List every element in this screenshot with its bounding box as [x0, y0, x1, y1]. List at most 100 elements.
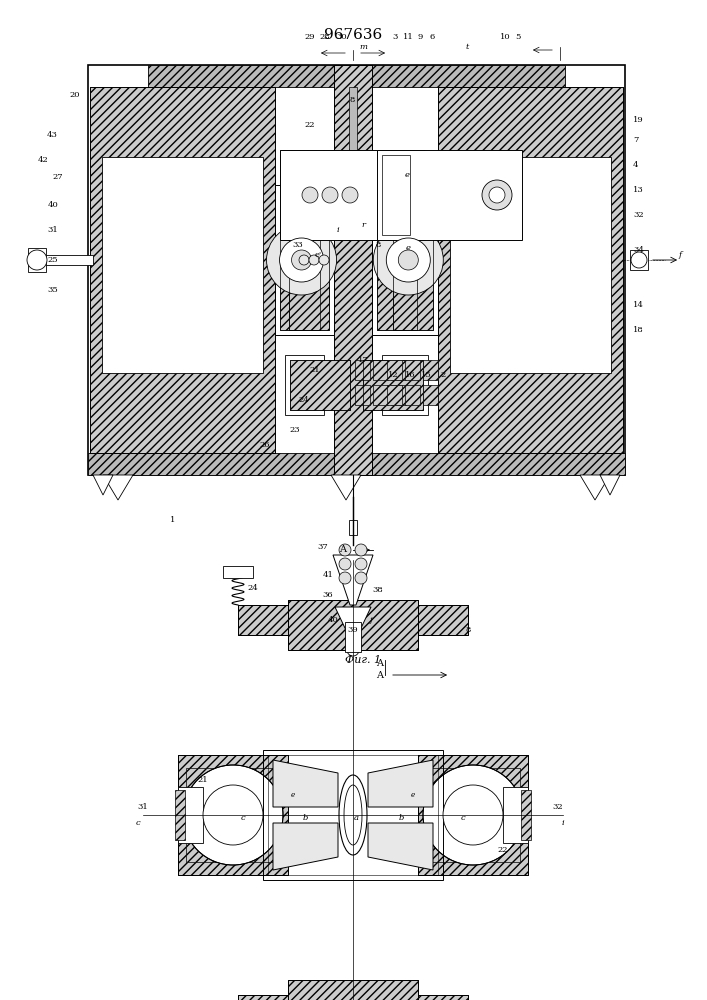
- Polygon shape: [580, 475, 610, 500]
- Text: c: c: [136, 819, 141, 827]
- Bar: [382, 155, 410, 235]
- Text: 4: 4: [633, 161, 638, 169]
- Circle shape: [309, 255, 319, 265]
- Bar: [423, 360, 438, 380]
- Text: c: c: [461, 814, 465, 822]
- Circle shape: [203, 785, 263, 845]
- Polygon shape: [368, 760, 433, 807]
- Circle shape: [398, 250, 419, 270]
- Ellipse shape: [339, 775, 367, 855]
- Text: 6: 6: [429, 33, 435, 41]
- Text: c: c: [240, 814, 245, 822]
- Text: 16: 16: [404, 371, 415, 379]
- Bar: [418, 755, 528, 875]
- Text: A: A: [377, 658, 383, 668]
- Bar: [178, 755, 288, 875]
- Bar: [405, 385, 420, 405]
- Bar: [393, 190, 433, 330]
- Text: 32: 32: [633, 211, 643, 219]
- Text: a: a: [354, 814, 358, 822]
- Circle shape: [27, 250, 47, 270]
- Text: e: e: [404, 171, 409, 179]
- Text: 34: 34: [633, 246, 644, 254]
- Circle shape: [631, 252, 647, 268]
- Bar: [238, 605, 288, 635]
- Bar: [363, 360, 423, 410]
- Bar: [268, 755, 438, 875]
- Text: 9: 9: [417, 33, 423, 41]
- Bar: [363, 360, 423, 410]
- Text: 24: 24: [247, 584, 258, 592]
- Text: 33: 33: [293, 241, 303, 249]
- Text: 29: 29: [305, 33, 315, 41]
- Circle shape: [423, 765, 523, 865]
- Bar: [450, 157, 611, 373]
- Text: 8: 8: [465, 626, 471, 634]
- Bar: [355, 360, 370, 380]
- Bar: [90, 87, 275, 453]
- Text: m: m: [359, 43, 367, 51]
- Text: 40: 40: [327, 616, 339, 624]
- Text: 1: 1: [170, 516, 175, 524]
- Text: 10: 10: [500, 33, 510, 41]
- Bar: [334, 65, 372, 475]
- Bar: [418, 995, 468, 1000]
- Polygon shape: [273, 823, 338, 870]
- Bar: [223, 566, 253, 578]
- Bar: [275, 185, 334, 335]
- Bar: [382, 355, 428, 415]
- Text: 25: 25: [47, 256, 58, 264]
- Bar: [148, 65, 565, 87]
- Bar: [88, 453, 625, 475]
- Text: 38: 38: [373, 586, 383, 594]
- Bar: [418, 755, 528, 875]
- Polygon shape: [333, 555, 373, 605]
- Bar: [175, 790, 185, 840]
- Text: 36: 36: [322, 591, 333, 599]
- Polygon shape: [368, 823, 433, 870]
- Bar: [238, 995, 288, 1000]
- Bar: [238, 605, 288, 635]
- Ellipse shape: [344, 785, 362, 845]
- Text: 22: 22: [305, 121, 315, 129]
- Text: A: A: [339, 546, 346, 554]
- Text: 7: 7: [633, 136, 638, 144]
- Text: 23: 23: [290, 426, 300, 434]
- Text: e: e: [411, 791, 415, 799]
- Text: 35: 35: [47, 286, 58, 294]
- Bar: [280, 190, 320, 330]
- Text: r: r: [361, 221, 365, 229]
- Bar: [288, 980, 418, 1000]
- Text: 19: 19: [633, 116, 644, 124]
- Circle shape: [299, 255, 309, 265]
- Text: 14: 14: [633, 301, 644, 309]
- Text: 26: 26: [259, 441, 270, 449]
- Bar: [373, 360, 388, 380]
- Bar: [521, 790, 531, 840]
- Bar: [349, 87, 357, 150]
- Circle shape: [443, 785, 503, 845]
- Text: 5: 5: [515, 33, 520, 41]
- Bar: [285, 355, 324, 415]
- Text: b: b: [398, 814, 404, 822]
- Bar: [377, 190, 417, 330]
- Bar: [405, 360, 420, 380]
- Text: i: i: [337, 226, 339, 234]
- Text: 21: 21: [198, 776, 209, 784]
- Text: 12: 12: [387, 371, 398, 379]
- Bar: [438, 87, 623, 453]
- Text: 8: 8: [375, 241, 380, 249]
- Text: 3: 3: [392, 33, 397, 41]
- Bar: [178, 787, 203, 843]
- Text: 15: 15: [421, 371, 431, 379]
- Circle shape: [339, 544, 351, 556]
- Bar: [372, 185, 438, 335]
- Bar: [349, 520, 357, 535]
- Text: 20: 20: [69, 91, 80, 99]
- Circle shape: [355, 544, 367, 556]
- Text: 31: 31: [138, 803, 148, 811]
- Text: 41: 41: [322, 571, 334, 579]
- Bar: [382, 155, 410, 235]
- Bar: [387, 385, 402, 405]
- Bar: [280, 150, 352, 240]
